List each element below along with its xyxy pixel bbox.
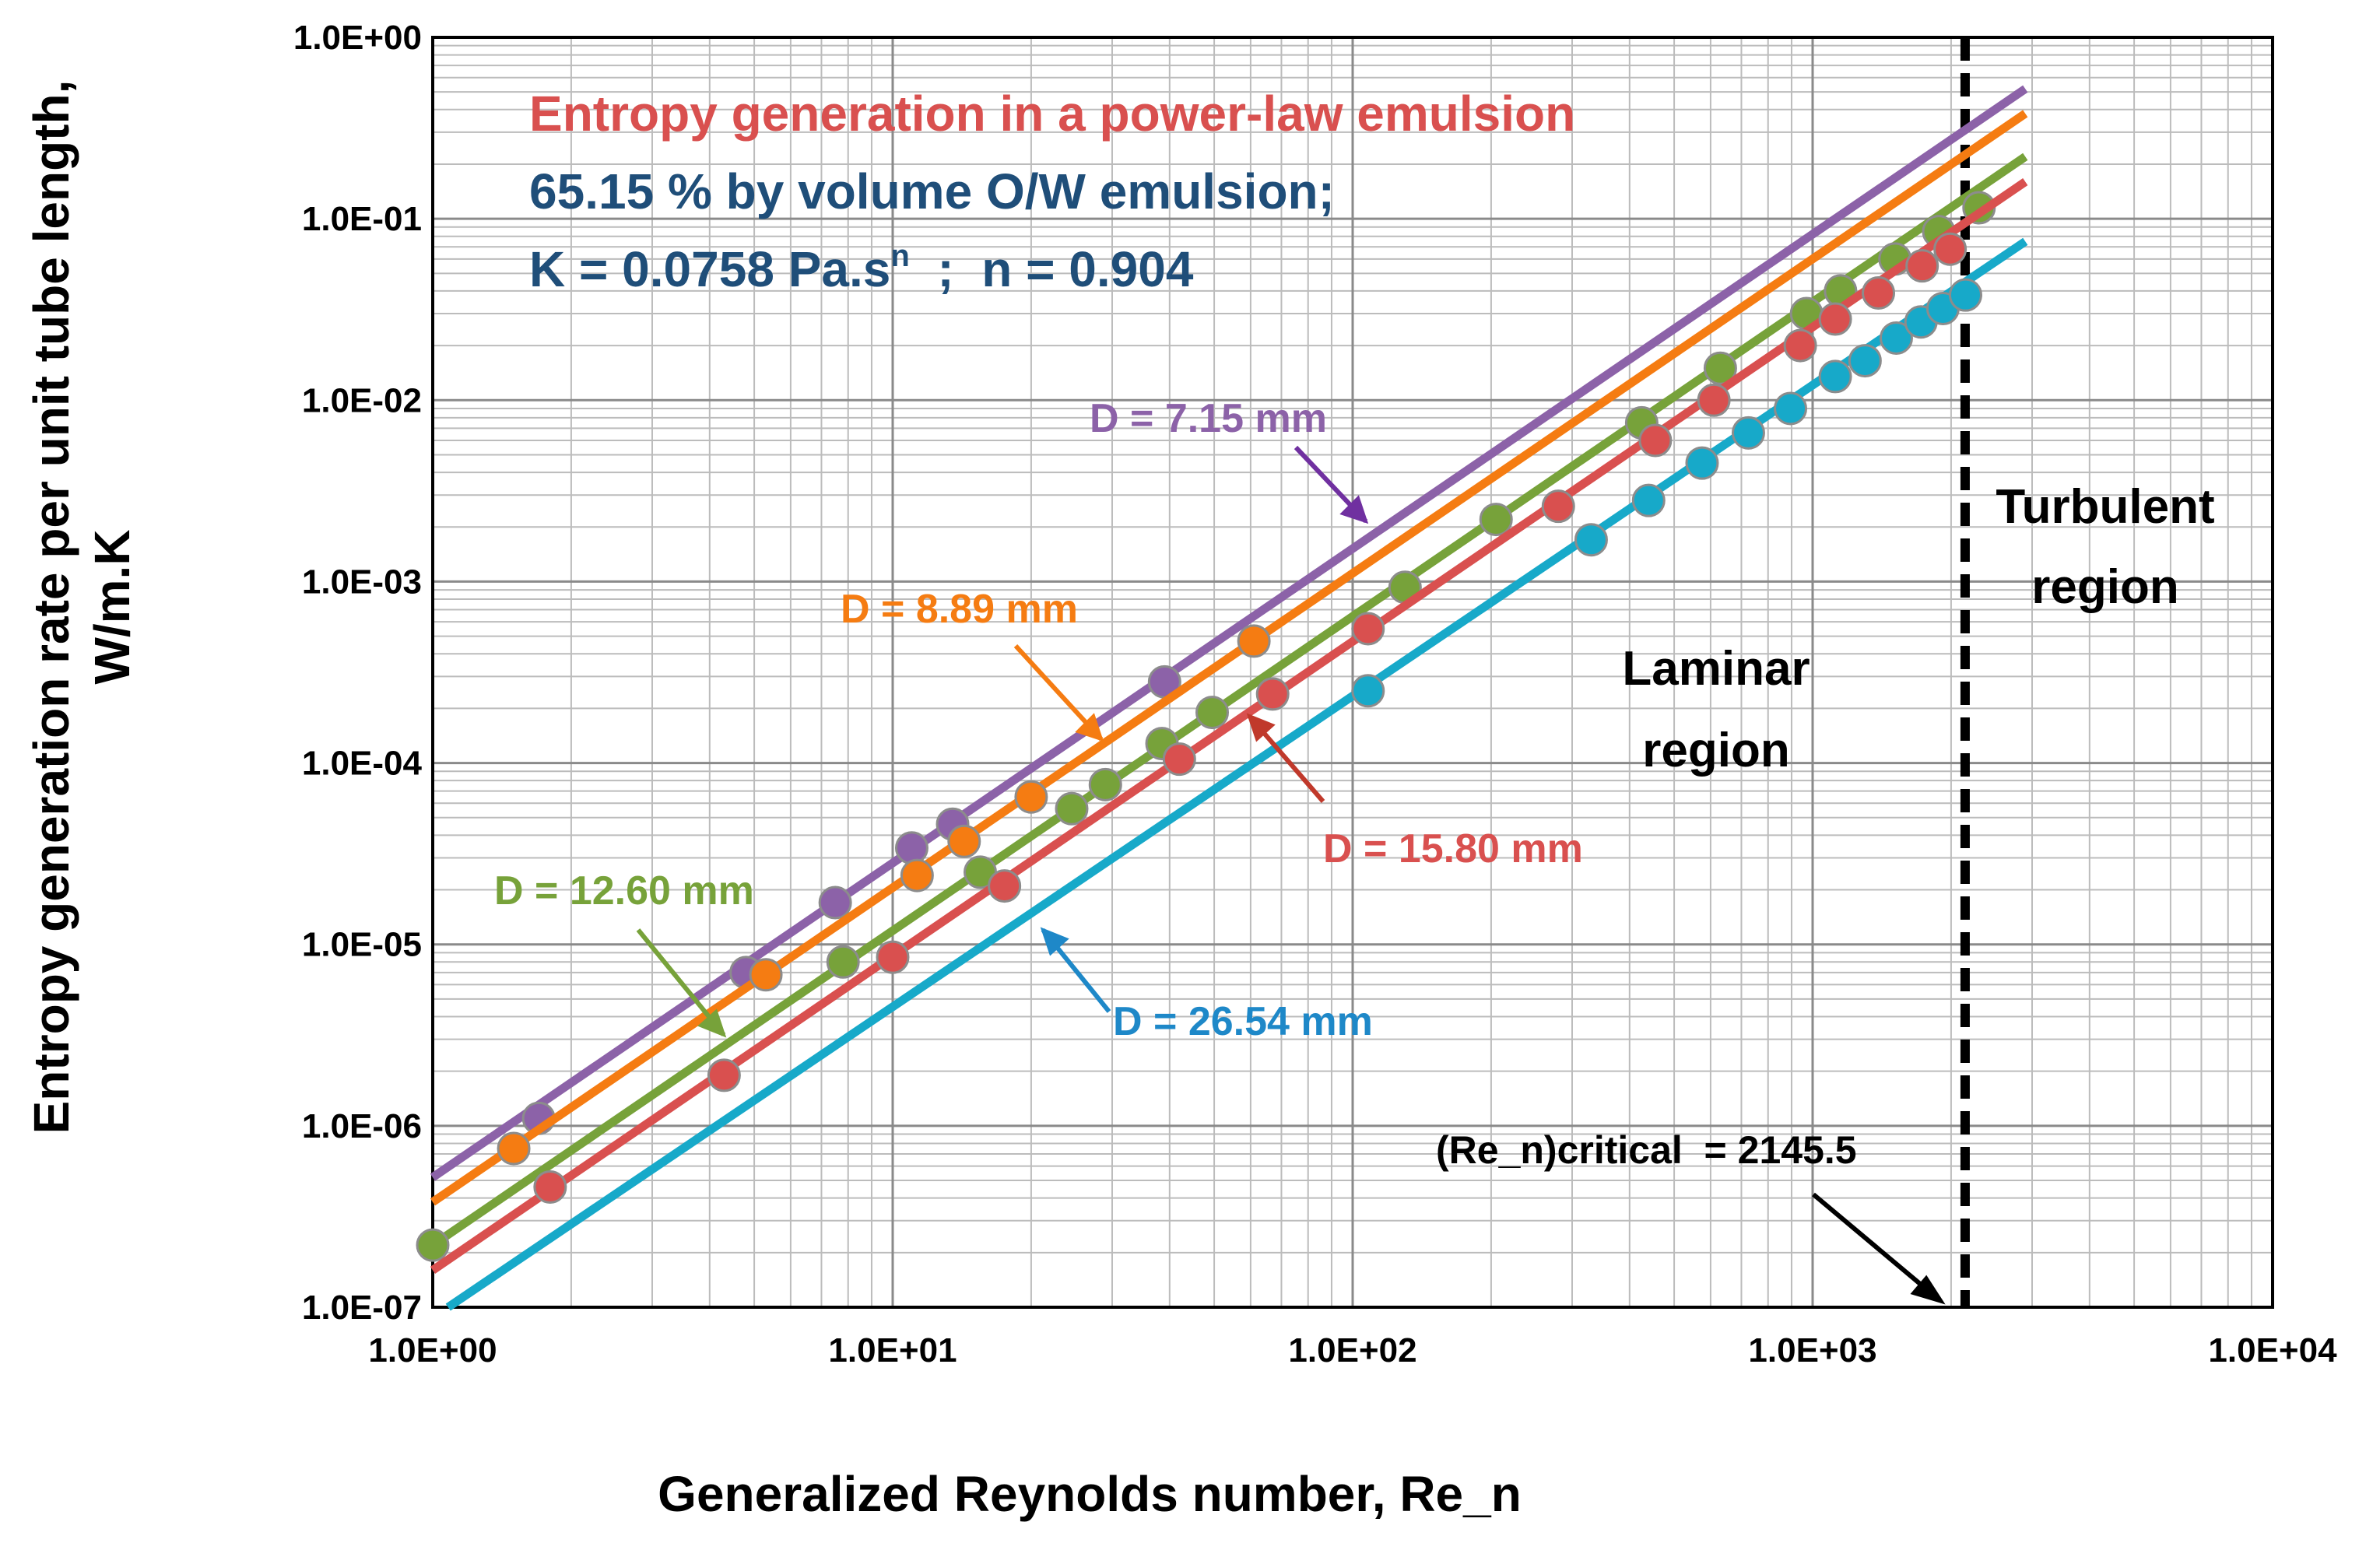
title-k-suffix: ; n = 0.904 (910, 241, 1194, 297)
series-d-26-54-mm (445, 237, 2028, 1311)
data-point-d-26-54-mm (1774, 391, 1808, 426)
y-axis-title-line2: W/m.K (84, 529, 140, 684)
y-tick-label: 1.0E+00 (293, 19, 422, 57)
data-point-d-15-80-mm (1697, 383, 1731, 417)
series-line-d-12-60-mm (430, 153, 2028, 1249)
y-tick-label: 1.0E-01 (302, 200, 422, 238)
chart-title-line1: Entropy generation in a power-law emulsi… (529, 86, 1575, 142)
turbulent-region-line1: Turbulent (1996, 480, 2214, 534)
series-d-15-80-mm (430, 178, 2028, 1274)
y-tick-label: 1.0E-02 (302, 381, 422, 419)
data-point-d-26-54-mm (1848, 344, 1882, 378)
y-axis-title-line1: Entropy generation rate per unit tube le… (23, 80, 79, 1134)
data-point-d-15-80-mm (1862, 275, 1896, 310)
data-point-d-15-80-mm (988, 869, 1022, 903)
data-point-d-8-89-mm (1237, 624, 1271, 658)
data-point-d-12-60-mm (1703, 351, 1737, 385)
data-point-d-8-89-mm (749, 958, 783, 992)
data-point-d-7-15-mm (894, 831, 928, 865)
y-tick-label: 1.0E-06 (302, 1107, 422, 1145)
x-tick-label: 1.0E+03 (1748, 1331, 1876, 1369)
label-d-26-54: D = 26.54 mm (1040, 927, 1373, 1044)
chart-title-line3: K = 0.0758 Pa.sn ; n = 0.904 (529, 239, 1194, 297)
x-tick-label: 1.0E+04 (2208, 1331, 2337, 1369)
data-point-d-26-54-mm (1351, 674, 1385, 708)
data-point-d-15-80-mm (1255, 677, 1290, 711)
data-point-d-15-80-mm (1905, 249, 1939, 283)
laminar-region-line2: region (1642, 724, 1789, 777)
data-point-d-8-89-mm (1014, 780, 1048, 814)
data-point-d-15-80-mm (1818, 302, 1852, 336)
data-point-d-8-89-mm (900, 858, 934, 892)
label-d-15-80-text: D = 15.80 mm (1323, 826, 1583, 871)
series-d-12-60-mm (416, 153, 2028, 1262)
data-point-d-15-80-mm (1541, 489, 1575, 524)
data-point-d-15-80-mm (1933, 232, 1968, 266)
laminar-region-line1: Laminar (1622, 642, 1810, 696)
data-point-d-12-60-mm (1195, 696, 1230, 730)
data-point-d-26-54-mm (1818, 359, 1852, 394)
data-point-d-12-60-mm (1088, 767, 1122, 801)
label-d-26-54-text: D = 26.54 mm (1113, 999, 1373, 1044)
data-point-d-15-80-mm (1783, 328, 1817, 363)
title-k-prefix: K = 0.0758 Pa.s (529, 241, 890, 297)
series-layer (416, 85, 2028, 1311)
x-tick-label: 1.0E+01 (828, 1331, 957, 1369)
label-d-7-15-text: D = 7.15 mm (1090, 396, 1327, 441)
label-d-8-89-text: D = 8.89 mm (841, 587, 1078, 632)
series-line-d-8-89-mm (430, 110, 2028, 1206)
title-k-superscript: n (890, 239, 909, 273)
data-point-d-12-60-mm (1055, 791, 1089, 826)
y-tick-label: 1.0E-05 (302, 926, 422, 964)
turbulent-region-line2: region (2031, 560, 2178, 614)
data-point-d-15-80-mm (1351, 612, 1385, 646)
series-line-d-15-80-mm (430, 178, 2028, 1274)
arrow-head (697, 1008, 727, 1038)
label-d-7-15: D = 7.15 mm (1090, 396, 1369, 524)
series-d-8-89-mm (430, 110, 2028, 1206)
data-point-d-8-89-mm (947, 824, 981, 858)
label-d-15-80: D = 15.80 mm (1246, 713, 1583, 871)
data-point-d-26-54-mm (1879, 321, 1913, 355)
x-axis-title: Generalized Reynolds number, Re_n (658, 1466, 1522, 1522)
data-point-d-7-15-mm (818, 885, 852, 920)
label-d-8-89: D = 8.89 mm (841, 587, 1104, 742)
arrow-head (1910, 1275, 1946, 1305)
x-tick-label: 1.0E+02 (1288, 1331, 1416, 1369)
critical-label: (Re_n)critical = 2145.5 (1436, 1128, 1857, 1172)
data-point-d-15-80-mm (876, 940, 910, 974)
data-point-d-8-89-mm (497, 1131, 531, 1166)
critical-annotation: (Re_n)critical = 2145.5 (1436, 1128, 1946, 1305)
y-axis-title: Entropy generation rate per unit tube le… (23, 80, 140, 1134)
data-point-d-15-80-mm (1638, 423, 1673, 458)
data-point-d-15-80-mm (707, 1058, 741, 1092)
series-line-d-26-54-mm (445, 237, 2028, 1311)
label-d-12-60-text: D = 12.60 mm (494, 868, 754, 914)
x-tick-label: 1.0E+00 (368, 1331, 497, 1369)
y-tick-label: 1.0E-07 (302, 1289, 422, 1327)
arrow-shaft (1812, 1192, 1936, 1298)
y-tick-label: 1.0E-03 (302, 563, 422, 601)
data-point-d-12-60-mm (416, 1228, 450, 1262)
y-tick-label: 1.0E-04 (302, 745, 423, 783)
data-point-d-12-60-mm (826, 945, 860, 979)
data-point-d-26-54-mm (1948, 278, 1982, 312)
arrow-head (1339, 495, 1369, 524)
chart-title-line2: 65.15 % by volume O/W emulsion; (529, 163, 1335, 219)
arrow-head (1075, 713, 1104, 742)
label-d-12-60: D = 12.60 mm (494, 868, 754, 1038)
data-point-d-26-54-mm (1731, 416, 1765, 450)
arrow-head (1040, 927, 1069, 956)
plot-area-frame (431, 36, 2274, 1309)
data-point-d-26-54-mm (1631, 483, 1666, 517)
arrow-head (1246, 713, 1276, 742)
data-point-d-15-80-mm (1162, 742, 1196, 777)
data-point-d-12-60-mm (1479, 503, 1513, 537)
data-point-d-26-54-mm (1685, 446, 1719, 480)
series-d-7-15-mm (430, 85, 2028, 1181)
data-point-d-26-54-mm (1574, 523, 1608, 557)
series-line-d-7-15-mm (430, 85, 2028, 1181)
data-point-d-15-80-mm (533, 1170, 567, 1204)
